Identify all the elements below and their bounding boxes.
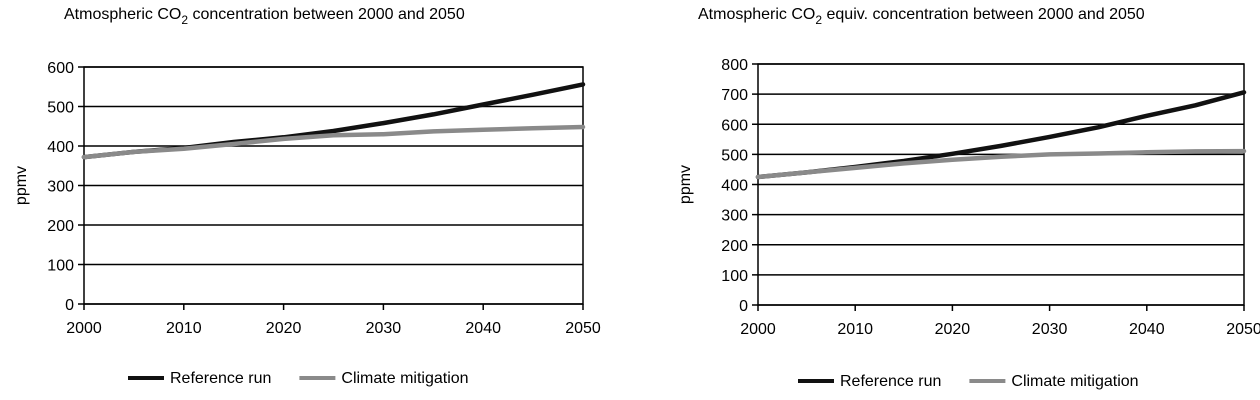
plot-frame bbox=[83, 66, 584, 305]
y-tick-label: 400 bbox=[47, 139, 74, 156]
y-tick-label: 300 bbox=[47, 179, 74, 196]
plot-frame bbox=[757, 63, 1245, 306]
title-main: Atmospheric CO bbox=[64, 6, 181, 23]
legend-label: Reference run bbox=[170, 370, 271, 387]
y-tick-label: 600 bbox=[721, 117, 748, 134]
x-tick-label: 2000 bbox=[740, 321, 776, 338]
x-tick-label: 2030 bbox=[366, 320, 402, 337]
y-tick-label: 500 bbox=[721, 147, 748, 164]
x-tick-label: 2010 bbox=[837, 321, 873, 338]
y-tick-label: 700 bbox=[721, 87, 748, 104]
legend-label: Climate mitigation bbox=[341, 370, 468, 387]
chart-title: Atmospheric CO2 equiv. concentration bet… bbox=[698, 6, 1145, 27]
x-tick-label: 2050 bbox=[565, 320, 601, 337]
series-line bbox=[81, 124, 586, 160]
x-tick-label: 2010 bbox=[166, 320, 202, 337]
x-tick-label: 2020 bbox=[935, 321, 971, 338]
series-line bbox=[755, 90, 1247, 180]
title-subscript: 2 bbox=[815, 13, 822, 27]
chart-co2: Atmospheric CO2 concentration between 20… bbox=[0, 0, 601, 400]
y-tick-label: 200 bbox=[47, 218, 74, 235]
y-tick-label: 100 bbox=[721, 268, 748, 285]
chart-co2-equiv: Atmospheric CO2 equiv. concentration bet… bbox=[660, 0, 1260, 400]
y-tick-label: 0 bbox=[65, 297, 74, 314]
y-tick-label: 400 bbox=[721, 178, 748, 195]
x-tick-label: 2050 bbox=[1226, 321, 1260, 338]
x-tick-label: 2030 bbox=[1032, 321, 1068, 338]
title-main: Atmospheric CO bbox=[698, 6, 815, 23]
x-tick-label: 2040 bbox=[1129, 321, 1165, 338]
title-subscript: 2 bbox=[181, 13, 188, 27]
y-axis-label: ppmv bbox=[677, 165, 694, 204]
x-tick-label: 2040 bbox=[465, 320, 501, 337]
x-tick-label: 2000 bbox=[66, 320, 102, 337]
legend-label: Climate mitigation bbox=[1011, 373, 1138, 390]
legend-label: Reference run bbox=[840, 373, 941, 390]
chart-co2-svg: Atmospheric CO2 concentration between 20… bbox=[13, 6, 601, 387]
title-rest: equiv. concentration between 2000 and 20… bbox=[822, 6, 1145, 23]
series-line bbox=[755, 148, 1247, 180]
chart-title: Atmospheric CO2 concentration between 20… bbox=[64, 6, 465, 27]
y-tick-label: 300 bbox=[721, 208, 748, 225]
y-tick-label: 100 bbox=[47, 258, 74, 275]
x-tick-label: 2020 bbox=[266, 320, 302, 337]
y-axis-label: ppmv bbox=[13, 166, 30, 205]
y-tick-label: 600 bbox=[47, 60, 74, 77]
y-tick-label: 500 bbox=[47, 100, 74, 117]
title-rest: concentration between 2000 and 2050 bbox=[188, 6, 465, 23]
y-tick-label: 200 bbox=[721, 238, 748, 255]
y-tick-label: 800 bbox=[721, 57, 748, 74]
chart-co2-equiv-svg: Atmospheric CO2 equiv. concentration bet… bbox=[677, 6, 1260, 390]
y-tick-label: 0 bbox=[739, 298, 748, 315]
